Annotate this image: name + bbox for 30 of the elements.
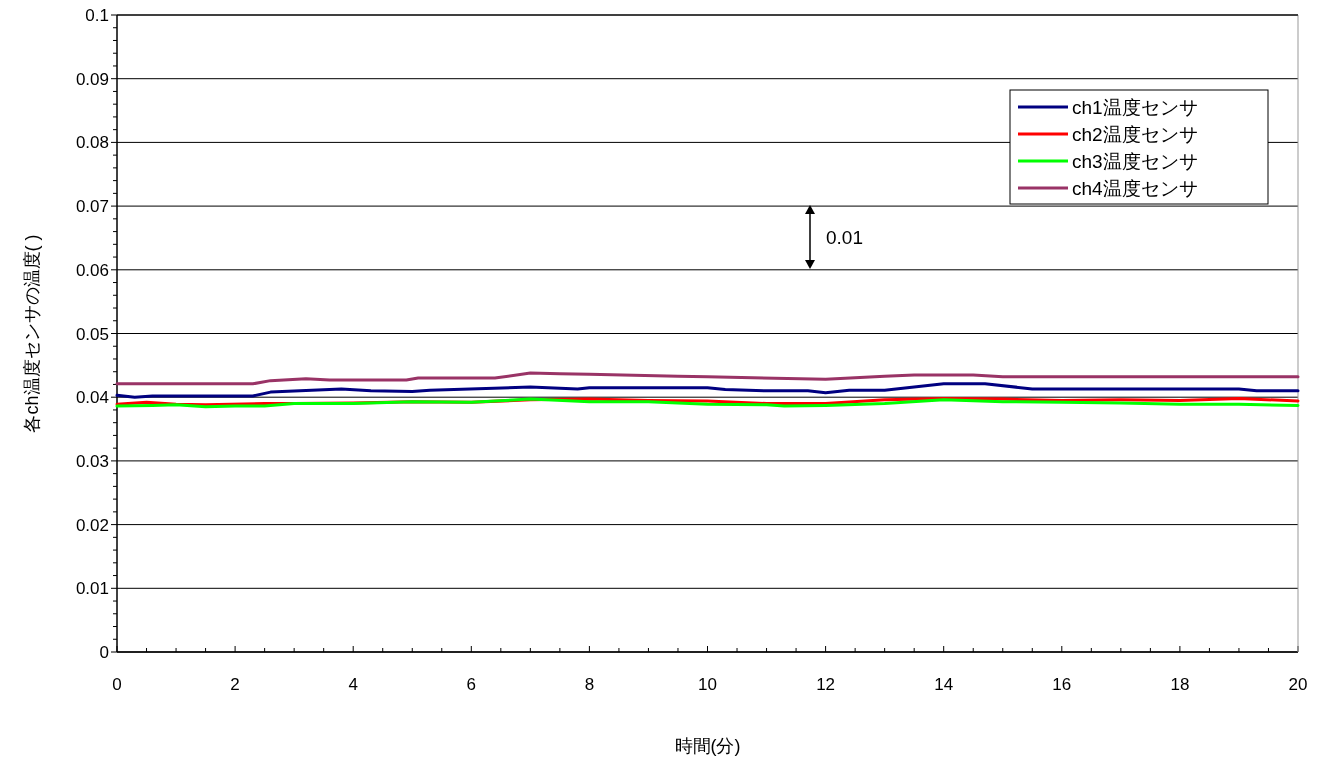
x-tick-label: 16 (1052, 675, 1072, 694)
legend-label: ch3温度センサ (1072, 151, 1198, 172)
legend-label: ch4温度センサ (1072, 178, 1198, 199)
x-tick-label: 2 (230, 675, 240, 694)
legend-label: ch2温度センサ (1072, 124, 1198, 145)
x-tick-label: 8 (584, 675, 595, 694)
y-tick-label: 0 (99, 643, 109, 662)
x-tick-label: 6 (466, 675, 477, 694)
y-axis-title: 各ch温度センサの温度( ) (22, 234, 42, 433)
y-tick-label: 0.04 (75, 388, 109, 408)
annotation: 0.01 (826, 227, 863, 248)
x-tick-label: 4 (348, 675, 358, 694)
x-tick-label: 0 (112, 675, 122, 694)
y-tick-label: 0.07 (75, 197, 109, 217)
x-tick-label: 10 (698, 675, 717, 694)
legend-label: ch1温度センサ (1072, 97, 1198, 118)
x-tick-label: 18 (1170, 675, 1190, 694)
y-tick-label: 0.02 (75, 515, 109, 535)
y-tick-label: 0.01 (75, 579, 109, 599)
x-tick-label: 12 (816, 675, 836, 694)
y-tick-label: 0.06 (75, 260, 109, 280)
x-axis-title: 時間(分) (674, 736, 741, 756)
line-series (115, 371, 1300, 386)
y-tick-label: 0.1 (85, 6, 109, 25)
y-tick-label: 0.09 (75, 69, 109, 89)
x-tick-label: 20 (1288, 675, 1308, 694)
x-tick-label: 14 (934, 675, 954, 694)
y-tick-label: 0.08 (75, 133, 109, 153)
y-tick-label: 0.03 (75, 451, 109, 471)
y-tick-label: 0.05 (75, 324, 109, 344)
